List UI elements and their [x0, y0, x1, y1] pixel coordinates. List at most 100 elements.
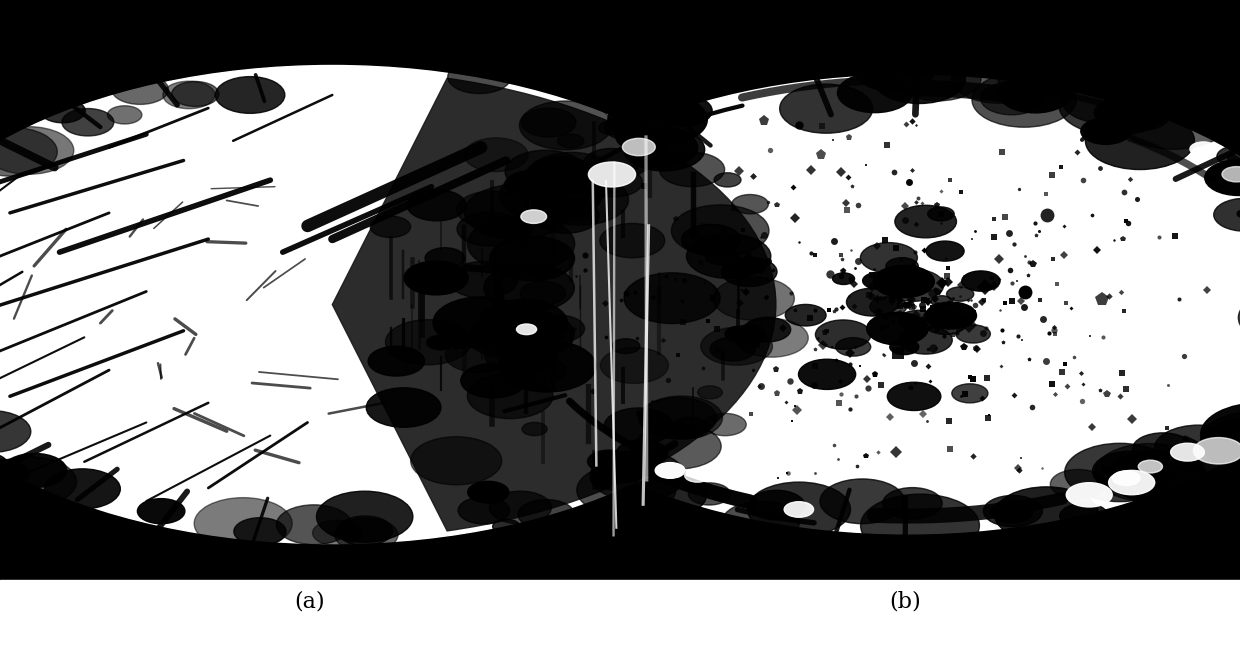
- Circle shape: [983, 495, 1043, 527]
- Circle shape: [1214, 198, 1240, 231]
- Circle shape: [1065, 443, 1176, 502]
- Circle shape: [1085, 112, 1194, 170]
- Circle shape: [589, 162, 636, 187]
- Circle shape: [461, 364, 526, 398]
- Circle shape: [611, 339, 640, 354]
- Text: (a): (a): [295, 590, 325, 612]
- Circle shape: [780, 84, 873, 133]
- Circle shape: [1154, 425, 1240, 472]
- Circle shape: [532, 174, 629, 225]
- Circle shape: [1132, 433, 1193, 465]
- Circle shape: [599, 121, 625, 135]
- Circle shape: [616, 440, 668, 467]
- Circle shape: [1193, 438, 1240, 464]
- Circle shape: [655, 462, 684, 478]
- Circle shape: [0, 126, 74, 174]
- Circle shape: [873, 265, 935, 297]
- Circle shape: [951, 54, 1045, 103]
- Circle shape: [616, 122, 673, 152]
- Circle shape: [1092, 451, 1169, 491]
- Circle shape: [518, 500, 574, 529]
- Circle shape: [520, 101, 611, 150]
- Circle shape: [433, 297, 531, 348]
- Circle shape: [45, 469, 120, 509]
- Circle shape: [1116, 102, 1169, 130]
- Circle shape: [925, 302, 976, 329]
- Circle shape: [856, 50, 934, 92]
- Circle shape: [312, 520, 361, 546]
- Circle shape: [799, 359, 856, 390]
- Circle shape: [1138, 460, 1162, 473]
- Circle shape: [371, 216, 410, 238]
- Circle shape: [216, 77, 285, 113]
- Circle shape: [521, 210, 547, 223]
- Circle shape: [1205, 160, 1240, 195]
- Circle shape: [713, 277, 795, 320]
- Circle shape: [492, 519, 520, 534]
- Circle shape: [883, 269, 944, 301]
- Circle shape: [626, 128, 698, 166]
- Circle shape: [784, 502, 813, 517]
- Circle shape: [584, 149, 639, 178]
- Circle shape: [867, 312, 929, 345]
- Circle shape: [465, 185, 569, 240]
- Circle shape: [687, 234, 771, 278]
- Circle shape: [445, 339, 508, 372]
- Circle shape: [171, 81, 219, 106]
- Circle shape: [722, 501, 800, 542]
- Circle shape: [1112, 471, 1140, 485]
- Circle shape: [425, 248, 465, 269]
- Circle shape: [1200, 403, 1240, 466]
- Circle shape: [0, 411, 31, 453]
- Circle shape: [722, 257, 777, 286]
- Circle shape: [0, 36, 841, 573]
- Circle shape: [861, 242, 918, 272]
- Circle shape: [671, 417, 709, 438]
- Circle shape: [836, 337, 870, 356]
- Circle shape: [1081, 118, 1131, 144]
- Circle shape: [138, 498, 185, 524]
- Circle shape: [732, 195, 769, 214]
- Circle shape: [505, 170, 558, 198]
- Circle shape: [484, 264, 574, 312]
- Circle shape: [1063, 79, 1147, 123]
- Circle shape: [863, 272, 894, 289]
- Circle shape: [593, 451, 631, 472]
- Circle shape: [456, 191, 527, 228]
- Circle shape: [2, 453, 67, 487]
- Circle shape: [735, 318, 808, 357]
- Circle shape: [608, 93, 707, 145]
- Circle shape: [410, 437, 502, 485]
- Circle shape: [931, 295, 952, 307]
- Circle shape: [112, 75, 169, 104]
- Circle shape: [386, 320, 471, 365]
- Circle shape: [1107, 451, 1205, 502]
- Circle shape: [458, 212, 521, 246]
- Circle shape: [725, 326, 755, 342]
- Circle shape: [484, 310, 574, 358]
- Circle shape: [873, 54, 966, 103]
- Circle shape: [521, 359, 565, 382]
- Circle shape: [162, 81, 215, 109]
- Circle shape: [1216, 146, 1240, 167]
- Circle shape: [998, 68, 1045, 93]
- Circle shape: [0, 453, 9, 477]
- Circle shape: [890, 339, 919, 354]
- Circle shape: [1095, 98, 1152, 128]
- Circle shape: [604, 408, 673, 445]
- Circle shape: [1216, 419, 1240, 440]
- Circle shape: [946, 287, 973, 301]
- Circle shape: [660, 152, 724, 187]
- Circle shape: [485, 329, 523, 350]
- Circle shape: [630, 476, 707, 516]
- Circle shape: [62, 109, 114, 136]
- Circle shape: [999, 75, 1071, 113]
- Circle shape: [885, 257, 919, 274]
- Wedge shape: [332, 78, 776, 531]
- Circle shape: [1095, 443, 1205, 502]
- Circle shape: [624, 128, 704, 171]
- Circle shape: [704, 413, 746, 436]
- Circle shape: [671, 205, 769, 256]
- Circle shape: [701, 328, 773, 365]
- Circle shape: [0, 66, 785, 544]
